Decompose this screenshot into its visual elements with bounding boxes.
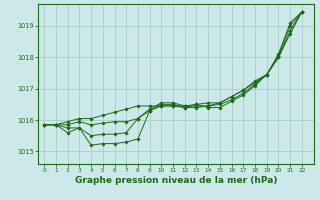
X-axis label: Graphe pression niveau de la mer (hPa): Graphe pression niveau de la mer (hPa) (75, 176, 277, 185)
